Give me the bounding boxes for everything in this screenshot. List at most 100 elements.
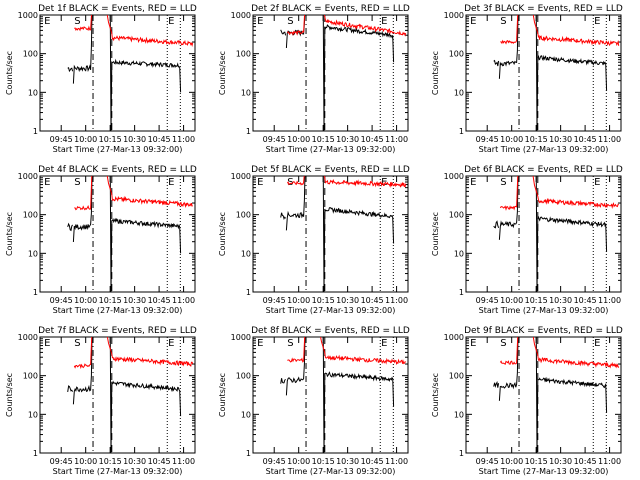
marker-label: E	[381, 16, 387, 27]
y-tick-label: 100	[449, 50, 464, 59]
panel-title: Det 8f BLACK = Events, RED = LLD	[251, 326, 410, 336]
y-tick-label: 1000	[444, 11, 464, 20]
panel-title: Det 4f BLACK = Events, RED = LLD	[38, 165, 197, 175]
chart-panel-5: Det 5f BLACK = Events, RED = LLD 1 10 100 10…	[218, 165, 410, 315]
marker-label: E	[44, 16, 50, 27]
x-tick-label: 10:15	[525, 296, 548, 305]
marker-label: S	[500, 177, 506, 188]
y-tick-label: 100	[23, 50, 38, 59]
series-line-lld	[286, 15, 407, 37]
x-tick-label: 10:00	[500, 296, 523, 305]
series-line-lld	[287, 337, 407, 366]
panel-title: Det 7f BLACK = Events, RED = LLD	[38, 326, 197, 336]
y-tick-label: 100	[449, 372, 464, 381]
chart-panel-7: Det 7f BLACK = Events, RED = LLD 1 10 100 10…	[5, 326, 197, 476]
y-tick-label: 100	[236, 372, 251, 381]
x-tick-label: 10:45	[148, 135, 171, 144]
x-tick-label: 10:45	[148, 457, 171, 466]
y-tick-label: 1000	[231, 333, 251, 342]
marker-label: S	[74, 16, 80, 27]
y-tick-label: 10	[454, 88, 464, 97]
x-tick-label: 10:30	[123, 457, 146, 466]
series-line-lld	[74, 15, 194, 48]
plot-frame	[252, 336, 409, 454]
x-tick-label: 09:45	[50, 135, 73, 144]
x-tick-label: 09:45	[476, 457, 499, 466]
x-tick-label: 10:45	[574, 135, 597, 144]
plot-frame	[39, 14, 196, 132]
y-tick-label: 100	[23, 372, 38, 381]
x-tick-label: 10:00	[74, 457, 97, 466]
x-tick-label: 10:45	[361, 457, 384, 466]
chart-panel-2: Det 2f BLACK = Events, RED = LLD 1 10 100 10…	[218, 4, 410, 154]
x-tick-label: 10:30	[336, 135, 359, 144]
y-tick-label: 10	[241, 249, 251, 258]
y-tick-label: 1000	[231, 11, 251, 20]
marker-label: E	[381, 338, 387, 349]
marker-label: E	[594, 16, 600, 27]
x-tick-label: 10:45	[148, 296, 171, 305]
y-tick-label: 1000	[444, 172, 464, 181]
series-line-events	[280, 15, 395, 131]
plot-frame	[252, 14, 409, 132]
y-tick-label: 1	[33, 127, 38, 136]
marker-label: E	[168, 177, 174, 188]
x-tick-label: 10:15	[525, 135, 548, 144]
marker-label: S	[74, 177, 80, 188]
x-tick-label: 10:15	[312, 296, 335, 305]
x-tick-label: 10:00	[287, 457, 310, 466]
marker-label: E	[257, 16, 263, 27]
x-tick-label: 11:00	[385, 135, 408, 144]
x-tick-label: 10:00	[74, 296, 97, 305]
marker-label: S	[500, 338, 506, 349]
marker-label: E	[594, 177, 600, 188]
marker-label: S	[500, 16, 506, 27]
x-axis-label: Start Time (27-Mar-13 09:32:00)	[266, 306, 396, 315]
x-tick-label: 10:30	[123, 135, 146, 144]
x-tick-label: 10:00	[74, 135, 97, 144]
plot-frame	[252, 175, 409, 293]
x-tick-label: 10:15	[99, 457, 122, 466]
series-line-lld	[74, 176, 193, 211]
x-axis-label: Start Time (27-Mar-13 09:32:00)	[266, 467, 396, 476]
x-tick-label: 11:00	[385, 457, 408, 466]
y-axis-label: Counts/sec	[431, 51, 440, 95]
marker-label: E	[168, 338, 174, 349]
panel-title: Det 9f BLACK = Events, RED = LLD	[464, 326, 623, 336]
y-tick-label: 1000	[231, 172, 251, 181]
y-tick-label: 10	[28, 410, 38, 419]
y-axis-label: Counts/sec	[5, 212, 14, 256]
chart-panel-1: Det 1f BLACK = Events, RED = LLD 1 10 100 10…	[5, 4, 197, 154]
x-tick-label: 11:00	[172, 296, 195, 305]
x-tick-label: 10:15	[312, 457, 335, 466]
x-tick-label: 11:00	[598, 135, 621, 144]
y-axis-label: Counts/sec	[218, 373, 227, 417]
y-tick-label: 100	[236, 211, 251, 220]
x-tick-label: 10:30	[336, 457, 359, 466]
y-tick-label: 1000	[444, 333, 464, 342]
x-tick-label: 10:30	[336, 296, 359, 305]
chart-panel-8: Det 8f BLACK = Events, RED = LLD 1 10 100 10…	[218, 326, 410, 476]
y-tick-label: 10	[28, 88, 38, 97]
panel-title: Det 6f BLACK = Events, RED = LLD	[464, 165, 623, 175]
chart-panel-3: Det 3f BLACK = Events, RED = LLD 1 10 100 10…	[431, 4, 623, 154]
marker-label: S	[287, 16, 293, 27]
y-axis-label: Counts/sec	[431, 212, 440, 256]
plot-frame	[39, 175, 196, 293]
y-tick-label: 1	[459, 288, 464, 297]
x-tick-label: 10:00	[287, 135, 310, 144]
series-line-events	[67, 15, 182, 131]
marker-label: E	[470, 16, 476, 27]
marker-label: E	[470, 177, 476, 188]
x-tick-label: 11:00	[172, 457, 195, 466]
marker-label: E	[257, 338, 263, 349]
y-tick-label: 10	[241, 88, 251, 97]
y-tick-label: 1	[459, 127, 464, 136]
y-axis-label: Counts/sec	[218, 212, 227, 256]
x-tick-label: 09:45	[476, 135, 499, 144]
x-axis-label: Start Time (27-Mar-13 09:32:00)	[53, 467, 183, 476]
x-tick-label: 09:45	[50, 457, 73, 466]
y-tick-label: 100	[236, 50, 251, 59]
marker-label: E	[168, 16, 174, 27]
marker-label: S	[287, 177, 293, 188]
